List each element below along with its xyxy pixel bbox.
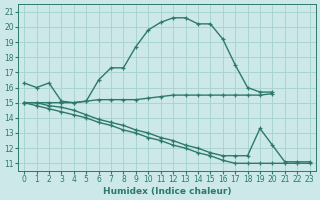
X-axis label: Humidex (Indice chaleur): Humidex (Indice chaleur) <box>103 187 231 196</box>
